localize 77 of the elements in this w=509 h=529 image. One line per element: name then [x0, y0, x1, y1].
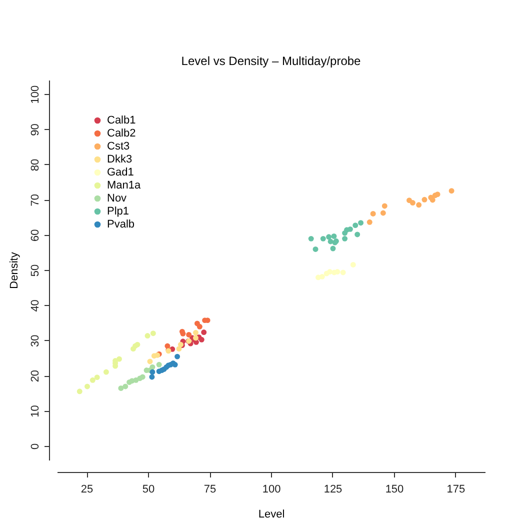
- legend-label: Gad1: [107, 166, 134, 178]
- x-tick-label: 150: [385, 484, 404, 496]
- point: [448, 188, 454, 194]
- point: [140, 374, 146, 380]
- point: [201, 330, 207, 336]
- point: [342, 236, 348, 242]
- y-tick-label: 90: [30, 124, 42, 136]
- point: [370, 210, 376, 216]
- legend-label: Nov: [107, 192, 128, 204]
- point: [122, 384, 128, 390]
- y-tick-label: 40: [30, 300, 42, 312]
- legend-label: Cst3: [107, 140, 130, 152]
- point: [94, 374, 100, 380]
- point: [192, 330, 198, 336]
- point: [326, 234, 332, 240]
- point: [340, 270, 346, 276]
- point: [410, 200, 416, 206]
- point: [320, 236, 326, 242]
- chart-title: Level vs Density – Multiday/probe: [181, 54, 362, 68]
- point: [422, 196, 428, 202]
- point: [156, 362, 162, 368]
- point: [331, 233, 337, 239]
- y-tick-label: 100: [30, 85, 42, 104]
- y-tick-label: 60: [30, 229, 42, 242]
- x-axis-title: Level: [258, 508, 285, 520]
- legend-label: Plp1: [107, 206, 130, 218]
- legend-label: Pvalb: [107, 218, 135, 230]
- point: [327, 269, 333, 274]
- point: [354, 232, 360, 238]
- legend-label: Calb1: [107, 114, 136, 126]
- point: [366, 219, 372, 225]
- point: [430, 197, 436, 203]
- point: [150, 369, 156, 375]
- point: [358, 220, 364, 226]
- point: [434, 192, 440, 198]
- x-tick-label: 100: [262, 484, 281, 496]
- point: [312, 246, 318, 252]
- y-tick-label: 70: [30, 194, 42, 206]
- x-tick-label: 25: [80, 484, 94, 496]
- y-tick-label: 10: [30, 405, 42, 418]
- point: [134, 342, 140, 348]
- point: [150, 330, 156, 336]
- point: [174, 354, 180, 360]
- legend-label: Dkk3: [107, 154, 132, 166]
- point: [103, 369, 109, 375]
- legend-label: Calb2: [107, 128, 136, 140]
- y-axis-title: Density: [8, 252, 20, 289]
- point: [196, 324, 202, 330]
- point: [352, 222, 358, 228]
- point: [144, 333, 150, 339]
- x-tick-label: 125: [324, 484, 342, 496]
- point: [330, 246, 336, 252]
- y-tick-label: 50: [30, 264, 42, 277]
- point: [308, 236, 314, 242]
- point: [116, 356, 122, 362]
- y-tick-label: 0: [30, 443, 42, 450]
- point: [118, 385, 124, 391]
- point: [186, 332, 192, 338]
- legend-label: Man1a: [107, 180, 142, 192]
- point: [382, 203, 388, 209]
- y-tick-label: 20: [30, 370, 42, 382]
- point: [147, 358, 153, 364]
- point: [149, 374, 155, 380]
- point: [90, 377, 96, 383]
- point: [150, 364, 156, 370]
- point: [380, 210, 386, 216]
- x-tick-label: 75: [204, 484, 216, 496]
- x-tick-label: 175: [446, 484, 466, 496]
- point: [84, 384, 90, 390]
- y-tick-label: 80: [30, 158, 42, 172]
- point: [76, 388, 82, 394]
- point: [350, 262, 356, 268]
- y-tick-label: 30: [30, 334, 42, 347]
- x-tick-label: 50: [142, 484, 155, 496]
- point: [416, 202, 422, 208]
- point: [198, 336, 204, 342]
- point: [193, 339, 199, 345]
